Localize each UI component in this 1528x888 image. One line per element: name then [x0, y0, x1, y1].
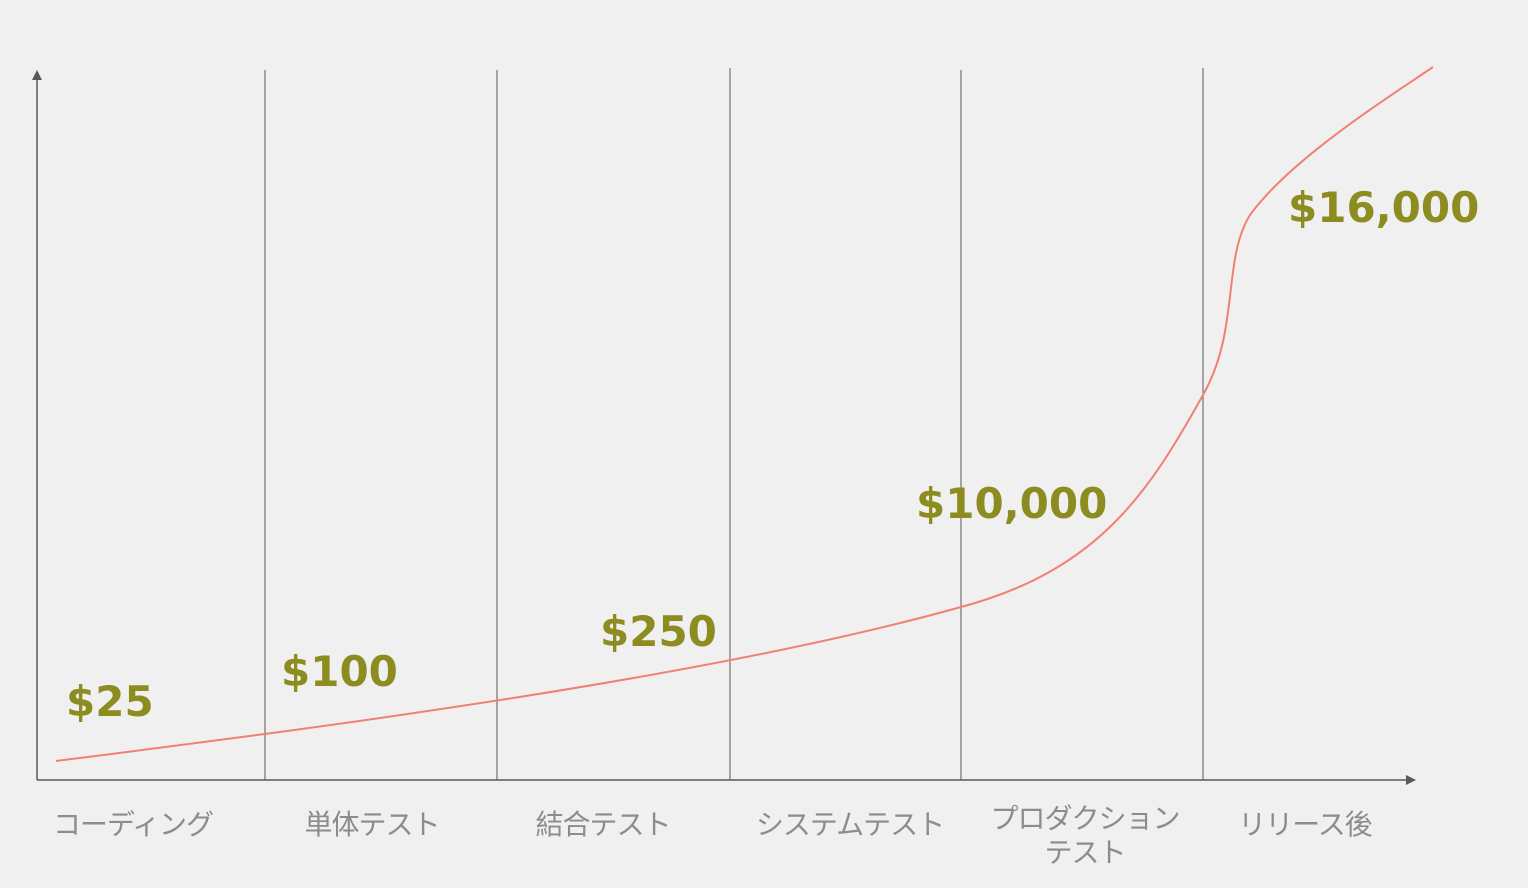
phase-label-production-test-line2: テスト	[1044, 836, 1125, 869]
cost-label-release: $16,000	[1288, 183, 1479, 232]
phase-labels: コーディング 単体テスト 結合テスト システムテスト プロダクション テスト リ…	[53, 802, 1374, 869]
phase-label-integration-test: 結合テスト	[535, 808, 670, 841]
cost-label-coding: $25	[66, 677, 154, 726]
cost-label-unit-test: $100	[281, 647, 398, 696]
phase-label-post-release: リリース後	[1238, 808, 1373, 841]
phase-label-unit-test: 単体テスト	[304, 808, 439, 841]
cost-label-system-test: $10,000	[916, 479, 1107, 528]
phase-dividers	[264, 68, 1204, 780]
phase-label-coding: コーディング	[53, 808, 213, 841]
cost-labels: $25 $100 $250 $10,000 $16,000	[66, 183, 1479, 726]
cost-label-integration-test: $250	[600, 607, 717, 656]
phase-label-production-test-line1: プロダクション	[990, 802, 1179, 835]
phase-label-system-test: システムテスト	[756, 808, 944, 841]
cost-curve	[55, 66, 1434, 762]
